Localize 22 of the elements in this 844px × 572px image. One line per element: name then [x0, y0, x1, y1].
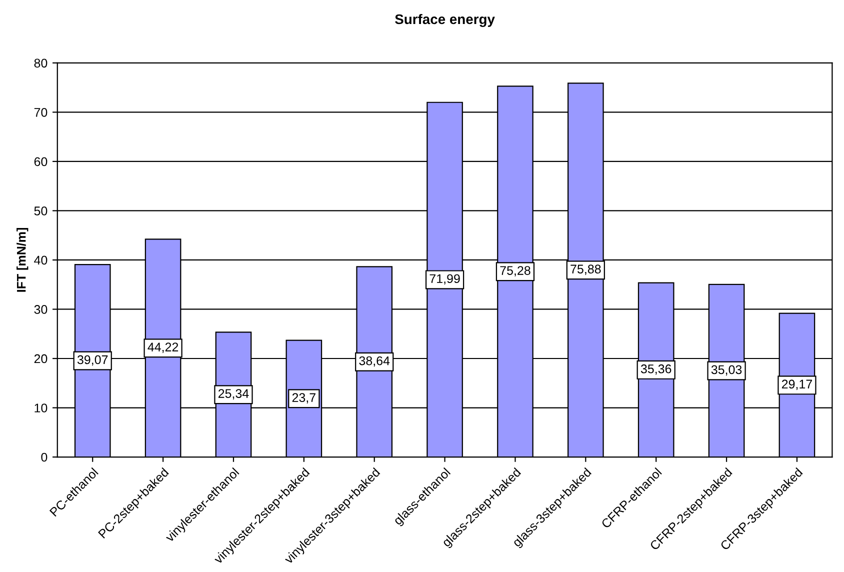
y-tick-label: 80	[34, 58, 48, 68]
y-axis-title: IFT [mN/m]	[16, 228, 28, 292]
y-tick-label: 20	[34, 354, 48, 364]
data-label: 23,7	[292, 393, 316, 404]
y-tick-label: 10	[34, 404, 48, 412]
data-label: 38,64	[359, 356, 390, 367]
y-tick-label: 0	[41, 452, 48, 462]
data-label: 35,03	[711, 365, 742, 376]
y-tick-label: 40	[34, 256, 48, 265]
data-label: 39,07	[77, 355, 108, 366]
data-label: 25,34	[218, 389, 249, 400]
y-tick-label: 60	[34, 157, 48, 166]
data-label: 29,17	[782, 380, 812, 390]
data-label: 44,22	[148, 342, 178, 353]
data-label: 75,88	[570, 264, 601, 275]
y-tick-label: 30	[34, 305, 48, 314]
data-label: 71,99	[430, 274, 460, 285]
y-tick-label: 50	[34, 206, 48, 216]
chart-title: Surface energy	[395, 14, 495, 27]
y-tick-label: 70	[34, 108, 48, 117]
data-label: 75,28	[500, 266, 530, 276]
data-label: 35,36	[640, 364, 672, 375]
